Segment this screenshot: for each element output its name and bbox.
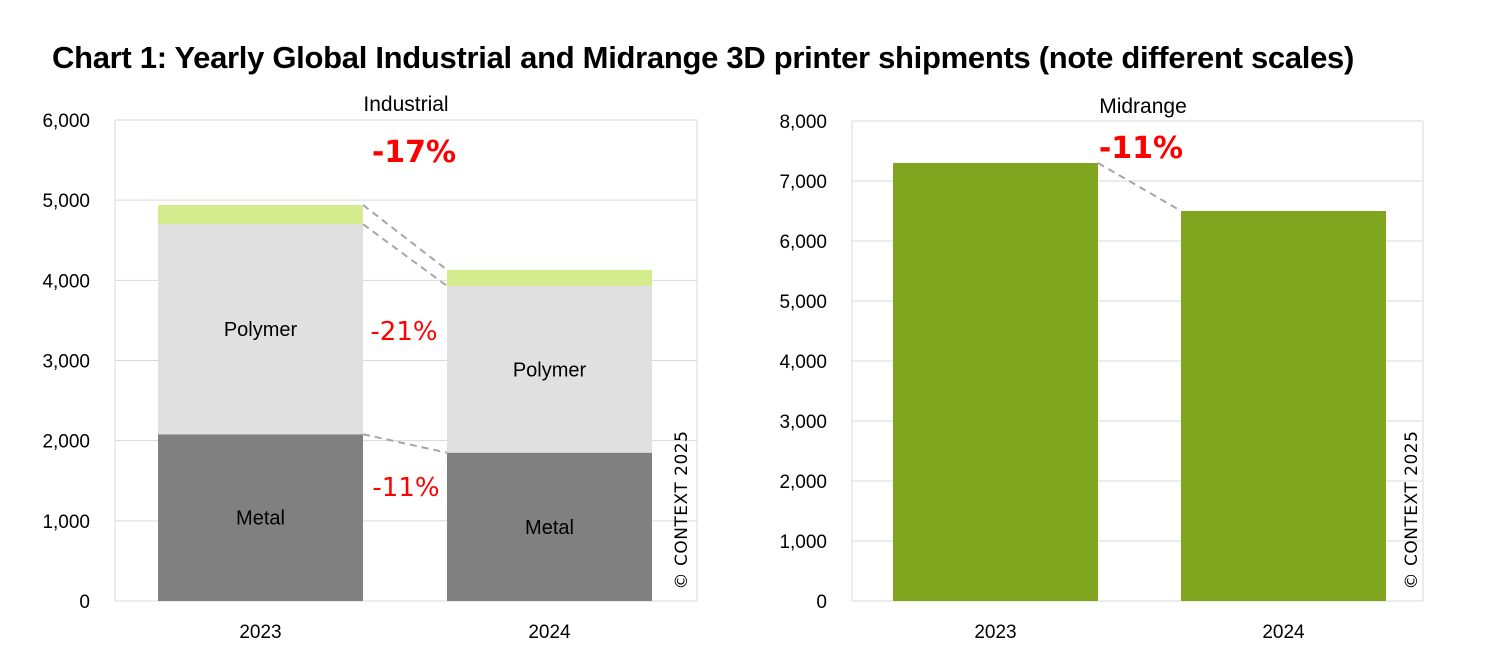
chart2-y-tick-label: 7,000 [779,172,827,193]
chart1-x-tick-label: 2024 [528,622,571,643]
chart-title: Chart 1: Yearly Global Industrial and Mi… [52,40,1354,75]
chart2-bar-midrange-2023 [893,163,1098,601]
chart1-bar-metal-2023 [158,434,363,601]
chart1-title: Industrial [363,93,448,116]
chart1-bar-metal-2024 [447,452,652,601]
chart1-y-tick-label: 2,000 [42,432,90,453]
chart1-y-tick-label: 3,000 [42,352,90,373]
chart1-x-tick-label: 2023 [239,622,281,643]
chart1-change-label: -21% [370,317,437,347]
chart1-segment-label-metal: Metal [236,508,285,530]
chart2-y-tick-label: 8,000 [779,112,827,133]
chart2-bar-midrange-2024 [1181,211,1386,601]
chart2-y-tick-label: 1,000 [779,532,827,553]
chart2-y-tick-label: 4,000 [779,352,827,373]
chart2-y-tick-label: 2,000 [779,472,827,493]
chart1-change-label: -17% [372,135,456,170]
chart1-bar-other-2024 [447,269,652,286]
chart1-y-tick-label: 5,000 [42,191,90,212]
chart2-change-label: -11% [1099,131,1183,166]
chart1-copyright: © CONTEXT 2025 [672,431,692,590]
chart1-segment-label-polymer: Polymer [513,359,587,381]
chart2-title: Midrange [1099,95,1187,118]
chart2-x-tick-label: 2023 [974,622,1016,643]
chart1-y-tick-label: 4,000 [42,271,90,292]
chart1-segment-label-metal: Metal [525,517,574,539]
chart1-change-label: -11% [372,473,439,503]
chart1-bar-polymer-2024 [447,285,652,453]
chart2-y-tick-label: 3,000 [779,412,827,433]
chart1-connector-line [362,223,448,287]
chart1-bar-other-2023 [158,204,363,225]
chart2-y-tick-label: 0 [816,592,827,613]
chart1-y-tick-label: 1,000 [42,512,90,533]
chart2-copyright: © CONTEXT 2025 [1402,431,1422,590]
chart1-segment-label-polymer: Polymer [224,319,298,341]
chart2-y-tick-label: 5,000 [779,292,827,313]
chart1-bar-polymer-2023 [158,224,363,435]
chart2-y-tick-label: 6,000 [779,232,827,253]
chart2-x-tick-label: 2024 [1262,622,1305,643]
chart2-connector-line [1097,162,1182,212]
chart1-connector-line [362,204,448,271]
chart1-connector-line [362,433,448,454]
chart1-y-tick-label: 6,000 [42,111,90,132]
chart1-y-tick-label: 0 [79,592,90,613]
